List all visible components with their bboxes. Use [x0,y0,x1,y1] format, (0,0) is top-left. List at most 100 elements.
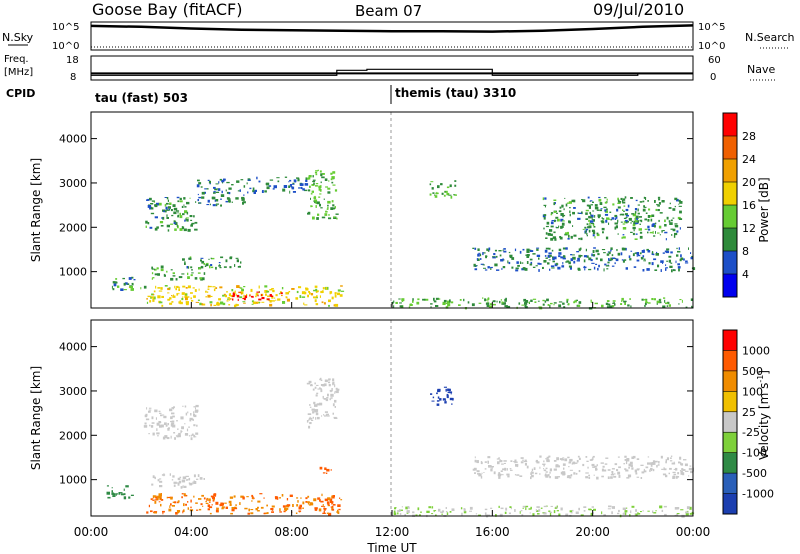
power-colorbar-tick-label: 8 [742,245,749,258]
power-cell [496,300,498,303]
power-cell [321,301,324,304]
power-cell [261,301,265,303]
power-cell [487,301,489,303]
power-cell [614,214,618,217]
velocity-cell [406,510,410,513]
power-cell [583,265,586,268]
power-cell [628,217,632,221]
power-cell [678,205,682,207]
velocity-cell [329,498,333,502]
power-cell [674,205,676,208]
power-cell [551,249,554,252]
power-cell [312,179,316,181]
power-cell [631,213,635,215]
power-panel-frame [90,111,694,309]
power-cell [328,299,331,303]
velocity-cell [200,503,203,506]
velocity-cell [318,402,323,406]
velocity-cell [320,384,325,386]
power-cell [176,210,180,212]
power-cell [115,281,117,284]
power-cell [315,173,318,176]
velocity-cell [407,506,410,509]
power-cell [519,261,522,264]
velocity-cell [583,510,586,512]
velocity-cell [251,494,254,497]
velocity-cell [193,413,195,417]
power-cell [542,197,544,201]
power-cell [623,300,627,302]
velocity-cell [623,463,625,465]
power-cell [655,208,657,211]
velocity-cell [172,424,176,428]
power-cell [174,285,176,289]
power-colorbar-swatch [723,205,737,228]
velocity-cell [331,501,334,504]
power-cell [330,178,333,181]
power-cell [620,197,623,200]
velocity-cell [474,459,477,463]
power-cell [644,218,647,221]
power-cell [434,194,436,196]
power-cell [672,217,675,219]
power-cell [623,259,627,261]
power-cell [312,181,316,183]
power-cell [315,170,318,172]
velocity-cell [148,409,152,411]
power-cell [156,226,159,229]
power-cell [590,301,594,303]
power-cell [552,236,557,239]
power-cell [587,196,590,199]
power-cell [627,204,630,208]
power-cell [502,249,504,252]
power-cell [267,295,269,297]
power-cell [543,227,545,230]
power-cell [688,247,689,250]
velocity-colorbar-tick-label: 1000 [742,344,770,357]
velocity-cell [432,396,435,399]
power-cell [315,290,318,293]
velocity-cell [313,498,317,502]
power-cell [612,203,615,206]
velocity-cell [679,456,682,460]
power-cell [236,180,240,183]
power-cell [281,295,283,297]
velocity-cell [445,388,447,392]
power-cell [178,292,180,295]
power-cell [219,267,222,269]
power-cell [643,196,646,199]
velocity-cell [150,425,154,428]
velocity-cell [176,420,178,422]
power-cell [292,191,296,193]
velocity-cell [483,472,485,473]
power-cell [168,208,171,211]
power-cell [191,222,195,225]
velocity-cell [184,423,186,425]
power-cell [266,182,270,186]
power-cell [195,201,197,203]
power-cell [658,202,661,205]
power-cell [543,214,547,217]
velocity-cell [472,468,476,471]
velocity-cell [314,404,318,407]
velocity-cell [560,507,563,511]
power-cell [623,205,626,207]
power-cell [167,292,170,294]
power-cell [557,218,560,222]
power-cell [176,293,179,296]
velocity-cell [314,386,317,389]
velocity-cell [170,503,172,506]
power-cell [610,247,613,250]
velocity-cell [246,496,249,498]
power-cell [203,272,206,275]
velocity-cell [617,512,620,515]
power-cell [488,247,491,251]
power-cell [191,269,193,271]
power-colorbar-tick-label: 28 [742,130,756,143]
velocity-cell [436,403,440,406]
velocity-cell [628,466,630,469]
velocity-cell [554,507,557,509]
velocity-cell [588,474,590,476]
velocity-cell [312,388,315,391]
velocity-cell [191,433,194,436]
